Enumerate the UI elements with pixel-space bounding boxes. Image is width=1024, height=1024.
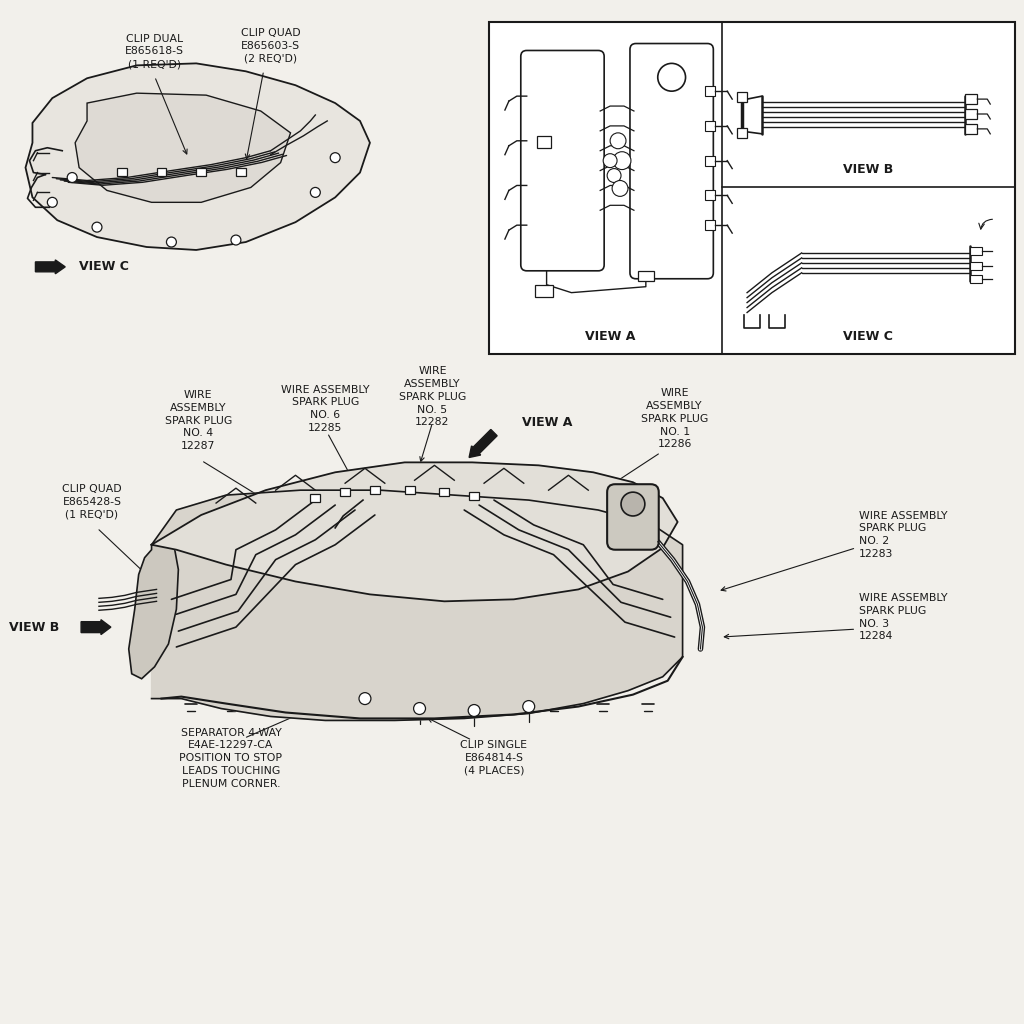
- Circle shape: [468, 705, 480, 717]
- Text: WIRE ASSEMBLY
SPARK PLUG
NO. 6
12285: WIRE ASSEMBLY SPARK PLUG NO. 6 12285: [281, 385, 370, 433]
- Bar: [469, 493, 479, 500]
- Bar: [236, 168, 246, 175]
- Circle shape: [612, 180, 628, 197]
- Bar: [706, 156, 716, 166]
- Bar: [489, 22, 1015, 354]
- Circle shape: [603, 154, 617, 168]
- Circle shape: [167, 238, 176, 247]
- Text: CLIP QUAD
E865603-S
(2 REQ'D): CLIP QUAD E865603-S (2 REQ'D): [241, 28, 300, 63]
- Text: VIEW B: VIEW B: [9, 621, 59, 634]
- Text: VIEW B: VIEW B: [843, 163, 893, 176]
- Circle shape: [47, 198, 57, 207]
- FancyArrow shape: [81, 620, 111, 635]
- Bar: [971, 262, 982, 269]
- Circle shape: [523, 700, 535, 713]
- Bar: [197, 168, 206, 175]
- Polygon shape: [26, 63, 370, 250]
- Bar: [537, 136, 551, 147]
- Circle shape: [621, 493, 645, 516]
- Bar: [340, 488, 350, 496]
- Text: WIRE
ASSEMBLY
SPARK PLUG
NO. 1
12286: WIRE ASSEMBLY SPARK PLUG NO. 1 12286: [641, 388, 709, 450]
- Text: VIEW C: VIEW C: [843, 330, 893, 343]
- FancyBboxPatch shape: [630, 44, 714, 279]
- Text: WIRE ASSEMBLY
SPARK PLUG
NO. 2
12283: WIRE ASSEMBLY SPARK PLUG NO. 2 12283: [859, 511, 948, 559]
- Text: WIRE ASSEMBLY
SPARK PLUG
NO. 3
12284: WIRE ASSEMBLY SPARK PLUG NO. 3 12284: [859, 593, 948, 641]
- Circle shape: [68, 173, 77, 182]
- Bar: [966, 124, 977, 134]
- Bar: [157, 168, 167, 175]
- Circle shape: [330, 153, 340, 163]
- Bar: [966, 94, 977, 104]
- Polygon shape: [152, 490, 683, 721]
- Bar: [706, 86, 716, 96]
- Bar: [310, 495, 321, 502]
- FancyArrow shape: [469, 429, 497, 458]
- Bar: [971, 247, 982, 255]
- Text: VIEW C: VIEW C: [79, 260, 129, 273]
- Bar: [535, 285, 553, 297]
- Text: WIRE
ASSEMBLY
SPARK PLUG
NO. 4
12287: WIRE ASSEMBLY SPARK PLUG NO. 4 12287: [165, 390, 231, 452]
- Bar: [404, 486, 415, 495]
- Circle shape: [610, 133, 626, 148]
- Text: WIRE
ASSEMBLY
SPARK PLUG
NO. 5
12282: WIRE ASSEMBLY SPARK PLUG NO. 5 12282: [398, 367, 466, 427]
- Circle shape: [231, 236, 241, 245]
- Bar: [966, 109, 977, 119]
- FancyBboxPatch shape: [521, 50, 604, 270]
- Bar: [439, 488, 450, 496]
- Text: CLIP SINGLE
E864814-S
(4 PLACES): CLIP SINGLE E864814-S (4 PLACES): [461, 740, 527, 776]
- Circle shape: [92, 222, 102, 232]
- Bar: [971, 274, 982, 283]
- Bar: [737, 92, 748, 102]
- Bar: [706, 190, 716, 201]
- Text: VIEW A: VIEW A: [585, 330, 635, 343]
- FancyBboxPatch shape: [607, 484, 658, 550]
- Text: VIEW A: VIEW A: [522, 416, 572, 429]
- Circle shape: [613, 152, 631, 170]
- Circle shape: [359, 692, 371, 705]
- Bar: [370, 486, 380, 495]
- Bar: [706, 121, 716, 131]
- Bar: [638, 270, 653, 281]
- Text: CLIP QUAD
E865428-S
(1 REQ'D): CLIP QUAD E865428-S (1 REQ'D): [62, 484, 122, 520]
- Polygon shape: [129, 540, 178, 679]
- Circle shape: [607, 169, 621, 182]
- Bar: [706, 220, 716, 230]
- Polygon shape: [75, 93, 291, 203]
- Bar: [737, 128, 748, 138]
- Circle shape: [657, 63, 685, 91]
- Text: CLIP DUAL
E865618-S
(1 REQ'D): CLIP DUAL E865618-S (1 REQ'D): [125, 34, 184, 70]
- Circle shape: [414, 702, 426, 715]
- Polygon shape: [152, 463, 678, 601]
- Text: SEPARATOR 4-WAY
E4AE-12297-CA
POSITION TO STOP
LEADS TOUCHING
PLENUM CORNER.: SEPARATOR 4-WAY E4AE-12297-CA POSITION T…: [179, 727, 283, 788]
- FancyArrow shape: [36, 260, 66, 273]
- Circle shape: [310, 187, 321, 198]
- Bar: [117, 168, 127, 175]
